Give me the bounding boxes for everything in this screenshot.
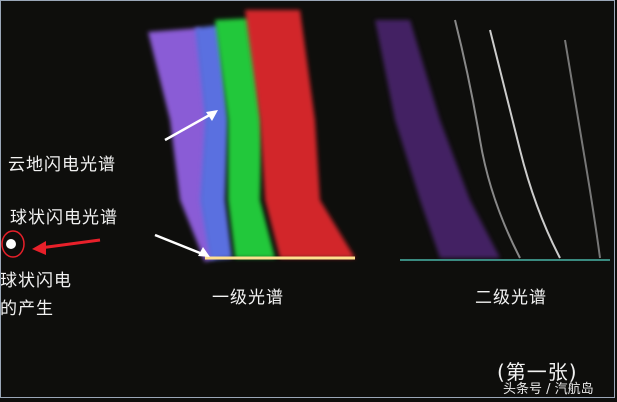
label-ball-origin-1: 球状闪电 xyxy=(0,271,72,291)
blue-band xyxy=(195,25,232,260)
watermark: 头条号 / 汽航岛 xyxy=(503,382,594,397)
ball-lightning xyxy=(6,239,16,249)
label-second-order: 二级光谱 xyxy=(475,288,547,308)
label-ball-lightning: 球状闪电光谱 xyxy=(10,208,118,228)
red-band xyxy=(245,10,355,258)
label-ball-origin-2: 的产生 xyxy=(0,299,54,319)
label-first-order: 一级光谱 xyxy=(212,288,284,308)
caption: (第一张) xyxy=(497,360,578,384)
second-order-line xyxy=(564,39,601,259)
second-order-violet xyxy=(375,20,500,258)
violet-band xyxy=(148,28,215,262)
second-order-line xyxy=(489,29,561,259)
label-cloud-ground: 云地闪电光谱 xyxy=(8,155,116,175)
second-order-line xyxy=(454,19,521,259)
green-band xyxy=(215,18,275,258)
arrow-ball-lightning xyxy=(154,233,206,257)
ball-lightning-highlight xyxy=(1,230,25,258)
arrow-red xyxy=(39,238,101,250)
arrow-cloud-ground xyxy=(164,110,216,142)
